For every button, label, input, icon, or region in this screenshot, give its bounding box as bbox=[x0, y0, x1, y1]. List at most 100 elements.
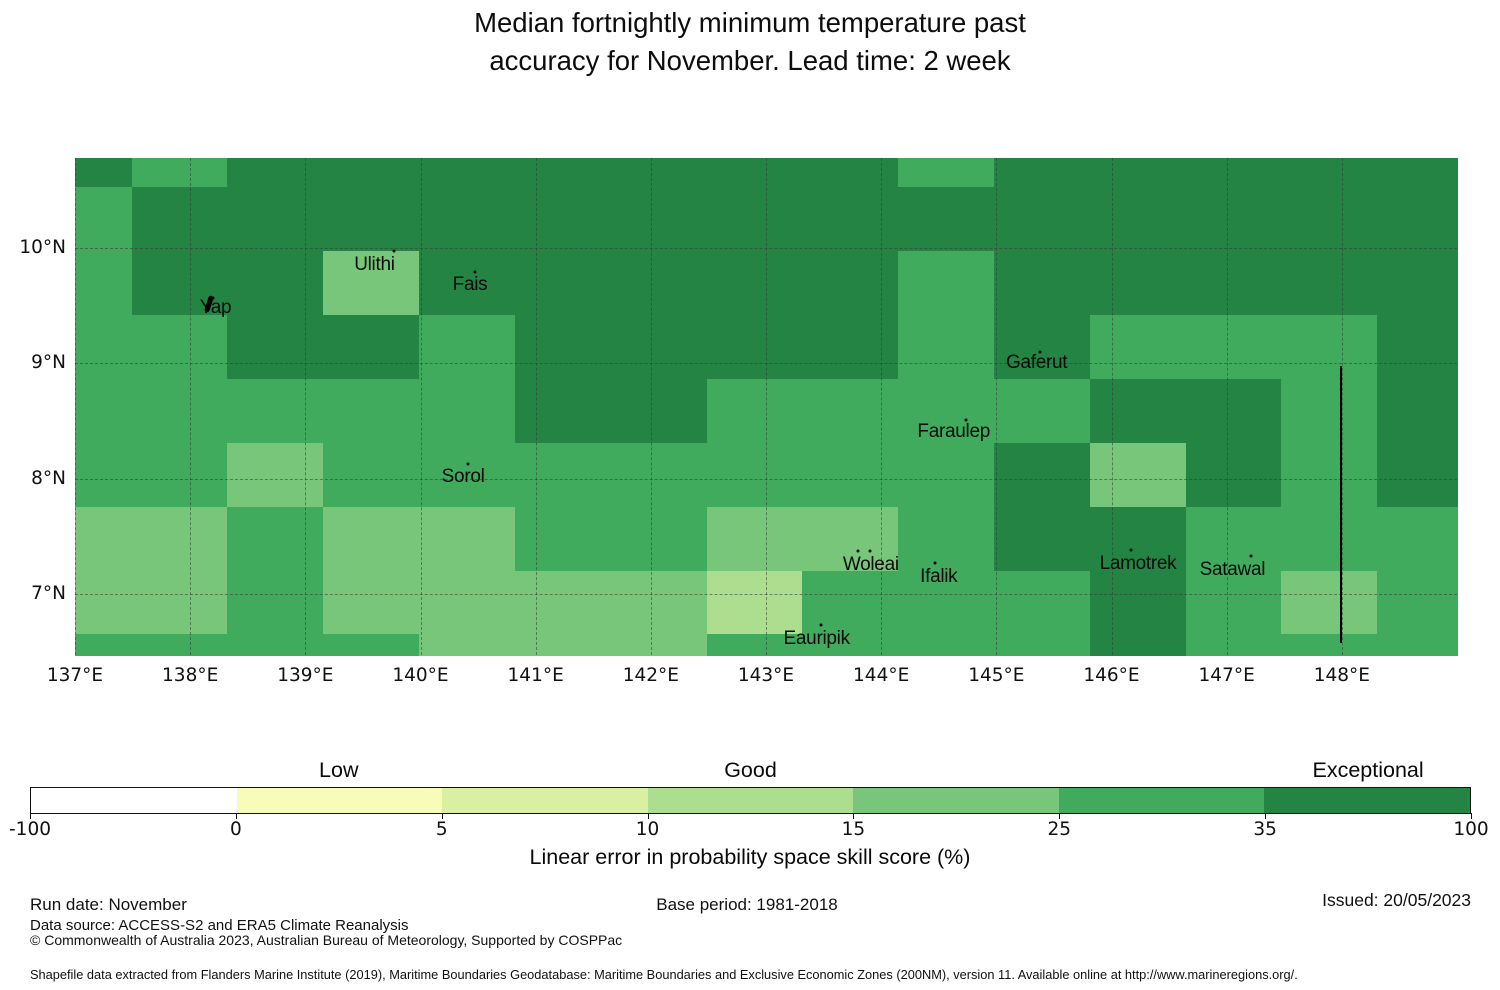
map-cell bbox=[994, 634, 1091, 656]
map-cell bbox=[131, 186, 229, 252]
map-cell bbox=[1185, 186, 1283, 252]
boundary-line bbox=[1339, 365, 1342, 644]
map-cell bbox=[323, 314, 420, 380]
map-cell bbox=[75, 378, 133, 444]
island-dot bbox=[868, 549, 872, 553]
map-cell bbox=[1281, 158, 1378, 188]
colorbar-tick-label: -100 bbox=[9, 819, 51, 840]
map-cell bbox=[419, 250, 516, 316]
x-axis-tick-label: 146°E bbox=[1083, 665, 1140, 686]
colorbar-segment bbox=[1264, 788, 1471, 813]
map-cell bbox=[419, 378, 516, 444]
map-cell bbox=[1281, 506, 1378, 572]
island-dot bbox=[466, 462, 470, 466]
map-cell bbox=[1281, 186, 1378, 252]
map-cell bbox=[1281, 442, 1378, 508]
map-cell bbox=[1089, 250, 1187, 316]
colorbar bbox=[30, 787, 1471, 814]
map-cell bbox=[1185, 506, 1283, 572]
map-cell bbox=[994, 250, 1091, 316]
map-cell bbox=[75, 506, 133, 572]
longitude-gridline bbox=[766, 158, 767, 655]
longitude-gridline bbox=[1226, 158, 1228, 655]
map-cell bbox=[802, 506, 899, 572]
map-cell bbox=[419, 570, 516, 636]
x-axis-tick-label: 145°E bbox=[968, 665, 1025, 686]
map-cell bbox=[323, 442, 420, 508]
map-cell bbox=[1281, 570, 1378, 636]
map-cell bbox=[227, 442, 324, 508]
colorbar-category-label: Good bbox=[724, 758, 777, 782]
map-cell bbox=[1377, 570, 1458, 636]
map-cell bbox=[1377, 158, 1458, 188]
island-label: Yap bbox=[199, 296, 232, 318]
y-axis-tick-label: 7°N bbox=[31, 582, 66, 604]
latitude-gridline bbox=[75, 478, 1457, 480]
island-label: Ifalik bbox=[920, 565, 958, 587]
map-cell bbox=[898, 634, 995, 656]
map-cell bbox=[994, 442, 1091, 508]
colorbar-tick-label: 25 bbox=[1047, 819, 1072, 840]
x-axis-tick-label: 140°E bbox=[392, 665, 449, 686]
map-cell bbox=[514, 186, 612, 252]
map-cell bbox=[1185, 634, 1283, 656]
map-cell bbox=[514, 314, 612, 380]
island-label: Satawal bbox=[1199, 558, 1266, 580]
data-source-text: Data source: ACCESS-S2 and ERA5 Climate … bbox=[30, 917, 409, 934]
map-cell bbox=[994, 506, 1091, 572]
island-dot bbox=[856, 549, 860, 553]
map-cell bbox=[802, 378, 899, 444]
map-cell bbox=[1377, 186, 1458, 252]
map-cell bbox=[898, 158, 995, 188]
colorbar-segment bbox=[31, 788, 237, 813]
colorbar-tick-label: 35 bbox=[1253, 819, 1277, 840]
colorbar-tick bbox=[30, 813, 31, 819]
map-cell bbox=[227, 186, 324, 252]
longitude-gridline bbox=[1341, 158, 1343, 655]
map-cell bbox=[994, 378, 1091, 444]
colorbar-tick-label: 0 bbox=[229, 819, 242, 840]
latitude-gridline bbox=[75, 363, 1457, 365]
longitude-gridline bbox=[650, 158, 652, 655]
map-cell bbox=[706, 314, 804, 380]
colorbar-tick bbox=[853, 813, 855, 819]
map-cell bbox=[610, 314, 708, 380]
longitude-gridline bbox=[420, 158, 422, 655]
map-cell bbox=[131, 506, 229, 572]
island-label: Sorol bbox=[441, 466, 485, 488]
map-cell bbox=[898, 442, 995, 508]
map-cell bbox=[323, 570, 420, 636]
x-axis-tick-label: 137°E bbox=[46, 665, 104, 686]
map-cell bbox=[323, 378, 420, 444]
island-label: Gaferut bbox=[1006, 352, 1068, 374]
island-dot bbox=[1038, 350, 1042, 354]
island-dot bbox=[819, 623, 823, 627]
x-axis-tick-label: 144°E bbox=[853, 665, 910, 686]
colorbar-tick bbox=[1059, 813, 1061, 819]
map-cell bbox=[610, 378, 708, 444]
map-plot-area: Yap Ulithi Fais Gaferut Faraulep Sorol Woleai I… bbox=[75, 158, 1458, 656]
colorbar-segment bbox=[647, 788, 854, 813]
x-axis-tick-label: 139°E bbox=[277, 665, 334, 686]
map-cell bbox=[75, 158, 133, 188]
map-cell bbox=[706, 250, 804, 316]
y-axis-tick-label: 9°N bbox=[31, 352, 66, 374]
base-period-text: Base period: 1981-2018 bbox=[656, 895, 838, 914]
map-cell bbox=[419, 506, 516, 572]
y-axis-tick-label: 10°N bbox=[19, 236, 66, 258]
map-cell bbox=[419, 158, 516, 188]
map-cell bbox=[1089, 378, 1187, 444]
island-label: Eauripik bbox=[783, 627, 851, 649]
map-cell bbox=[131, 570, 229, 636]
map-cell bbox=[131, 314, 229, 380]
map-cell bbox=[1377, 314, 1458, 380]
colorbar-segment bbox=[1058, 788, 1265, 813]
map-cell bbox=[131, 634, 229, 656]
map-cell bbox=[131, 378, 229, 444]
map-cell bbox=[1377, 250, 1458, 316]
map-cell bbox=[706, 378, 804, 444]
map-cell bbox=[1281, 250, 1378, 316]
map-cell bbox=[1185, 314, 1283, 380]
map-cell bbox=[1089, 442, 1187, 508]
longitude-gridline bbox=[996, 158, 998, 655]
